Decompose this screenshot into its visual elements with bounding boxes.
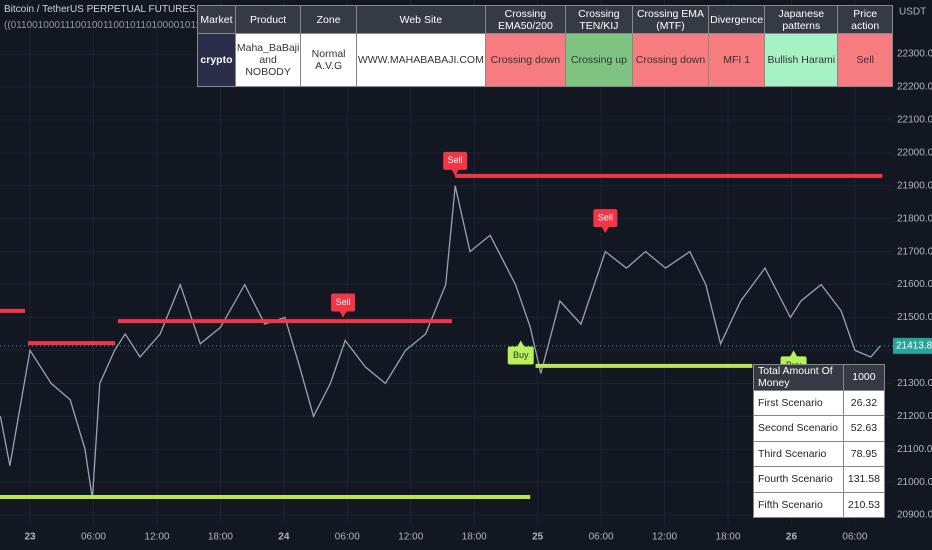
header-cell: Total Amount Of Money [753,364,844,391]
signal: Buy [507,340,534,365]
header-row: Total Amount Of Money 1000 [753,364,886,391]
header-cell: Crossing EMA (MTF) [631,5,710,34]
signal-label: Sell [448,155,463,165]
cell: Second Scenario [753,415,844,442]
data-row: crypto Maha_BaBaji and NOBODY Normal A.V.G… [197,33,893,87]
signal-arrow [601,226,610,234]
data-cell: Maha_BaBaji and NOBODY [234,33,302,87]
cell: 78.95 [842,440,886,467]
x-tick-label: 18:00 [716,532,741,543]
price-axis [893,0,932,550]
header-cell: Crossing EMA50/200 [484,5,566,34]
signal-label: Buy [513,350,529,360]
data-cell: Crossing down [484,33,566,87]
price-line [0,185,881,499]
x-tick-label: 06:00 [589,532,614,543]
cell: Fourth Scenario [753,466,844,493]
cell: 52.63 [842,415,886,442]
x-tick-label: 12:00 [144,532,169,543]
x-tick-label: 06:00 [81,532,106,543]
data-cell: Crossing up [564,33,633,87]
x-tick-label: 26 [786,532,798,543]
y-tick-label: 21100.0 [897,444,932,455]
y-unit: USDT [899,7,926,18]
x-tick-label: 25 [532,532,544,543]
y-tick-label: 21000.0 [897,477,932,488]
x-tick-label: 18:00 [462,532,487,543]
y-tick-label: 21900.0 [897,180,932,191]
x-tick-label: 24 [278,532,290,543]
x-tick-label: 06:00 [335,532,360,543]
info-table: Market Product Zone Web Site Crossing EMA50/… [197,5,893,87]
y-tick-label: 21300.0 [897,378,932,389]
data-cell: crypto [197,33,236,87]
signal-arrow [516,340,525,348]
header-cell: Japanese patterns [764,5,839,34]
signal-box [331,293,356,312]
y-tick-label: 20900.0 [897,510,932,521]
cell: First Scenario [753,389,844,416]
x-tick-label: 12:00 [398,532,423,543]
x-tick-label: 12:00 [652,532,677,543]
data-cell: WWW.MAHABABAJI.COM [355,33,486,87]
header-row: Market Product Zone Web Site Crossing EMA50/… [197,5,893,34]
header-cell: Product [234,5,302,34]
y-tick-label: 22200.0 [897,82,932,93]
data-cell: Normal A.V.G [300,33,357,87]
y-tick-label: 22000.0 [897,147,932,158]
cell: Fifth Scenario [753,491,844,518]
signal: Sell [593,209,618,234]
signal-label: Sell [598,213,613,223]
signal-box [443,151,468,170]
data-cell: Bullish Harami [764,33,839,87]
signal-box [507,346,534,365]
row: Third Scenario 78.95 [753,440,886,467]
signal-arrow [339,310,348,318]
cell: 26.32 [842,389,886,416]
header-cell: Crossing TEN/KIJ [564,5,633,34]
header-cell: Web Site [355,5,486,34]
signal-label: Sell [336,297,351,307]
header-cell: Market [197,5,236,34]
header-cell: Price action [837,5,893,34]
chart-title: Bitcoin / TetherUS PERPETUAL FUTURES, 5,… [4,4,257,15]
cell: 131.58 [842,466,886,493]
x-tick-label: 18:00 [208,532,233,543]
y-tick-label: 22100.0 [897,115,932,126]
signal: Sell [331,293,356,318]
last-price-box [893,337,932,354]
data-cell: Crossing down [631,33,710,87]
data-cell: MFI 1 [708,33,766,87]
cell: 210.53 [842,491,886,518]
x-tick-label: 23 [24,532,36,543]
signal-box [593,209,618,228]
y-tick-label: 21800.0 [897,213,932,224]
last-price-label: 21413.8 [896,341,932,352]
y-tick-label: 21200.0 [897,411,932,422]
money-table: Total Amount Of Money 1000 First Scenario 2… [753,364,886,518]
row: Fourth Scenario 131.58 [753,466,886,493]
header-cell: Divergence [708,5,766,34]
data-cell: Sell [837,33,893,87]
row: Fifth Scenario 210.53 [753,491,886,518]
cell: Third Scenario [753,440,844,467]
signal-arrow [789,350,798,358]
row: First Scenario 26.32 [753,389,886,416]
header-cell: 1000 [842,364,886,391]
y-tick-label: 21500.0 [897,312,932,323]
y-tick-label: 22300.0 [897,49,932,60]
signal: Sell [443,151,468,176]
signal-arrow [451,168,460,176]
row: Second Scenario 52.63 [753,415,886,442]
x-tick-label: 06:00 [842,532,867,543]
y-tick-label: 21700.0 [897,246,932,257]
y-tick-label: 21600.0 [897,279,932,290]
header-cell: Zone [300,5,357,34]
